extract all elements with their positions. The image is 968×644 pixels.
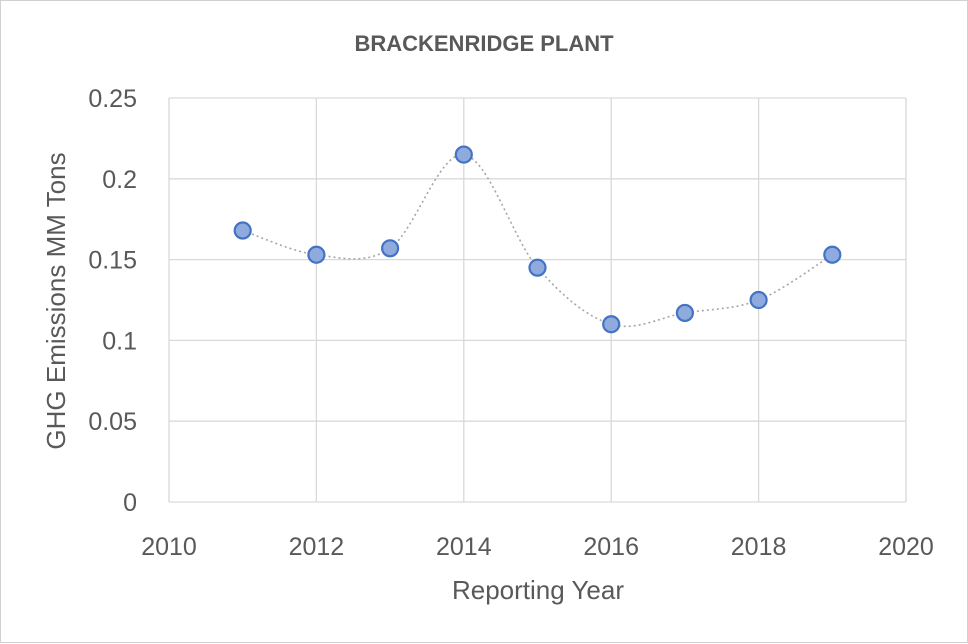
y-tick-label: 0.1 xyxy=(102,327,137,355)
x-axis-title: Reporting Year xyxy=(452,575,624,605)
x-tick-label: 2012 xyxy=(289,533,345,561)
x-tick-label: 2018 xyxy=(731,533,787,561)
x-tick-label: 2010 xyxy=(141,533,197,561)
x-axis-ticks: 2010 2012 2014 2016 2018 2020 xyxy=(141,533,934,561)
y-tick-label: 0.15 xyxy=(88,247,137,275)
series-line-layer xyxy=(242,153,833,328)
y-tick-label: 0 xyxy=(123,489,137,517)
y-tick-label: 0.25 xyxy=(88,85,137,113)
y-tick-label: 0.2 xyxy=(102,166,137,194)
data-point xyxy=(307,245,326,264)
data-point xyxy=(381,239,400,258)
series-line xyxy=(242,153,833,328)
y-axis-title: GHG Emissions MM Tons xyxy=(41,152,71,449)
data-point xyxy=(675,303,695,323)
chart-title: BRACKENRIDGE PLANT xyxy=(354,31,614,56)
x-tick-label: 2014 xyxy=(436,533,492,561)
data-point xyxy=(528,258,547,277)
grid-layer xyxy=(168,97,907,503)
y-tick-label: 0.05 xyxy=(88,408,137,436)
x-tick-label: 2020 xyxy=(878,533,934,561)
y-axis-ticks: 0 0.05 0.1 0.15 0.2 0.25 xyxy=(88,85,137,517)
x-tick-label: 2016 xyxy=(583,533,639,561)
data-point xyxy=(749,290,768,310)
data-point xyxy=(233,221,252,240)
data-point xyxy=(823,245,842,264)
data-point xyxy=(602,315,621,334)
data-point xyxy=(454,145,473,164)
data-points xyxy=(233,145,842,334)
